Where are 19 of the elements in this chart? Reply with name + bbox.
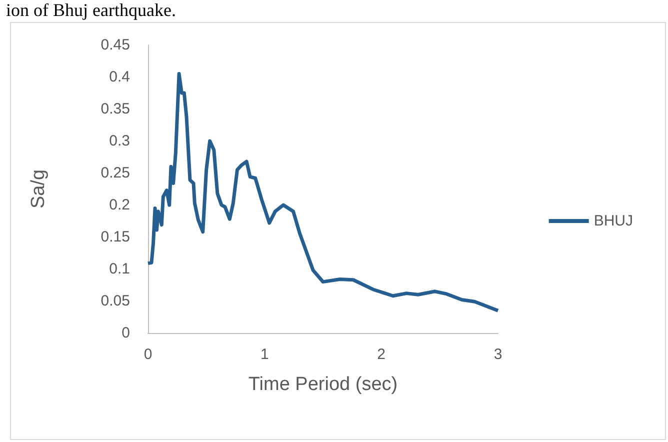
y-tick-label: 0.25	[100, 164, 130, 182]
y-tick-label: 0.35	[100, 100, 130, 118]
y-tick-label: 0.45	[100, 36, 130, 54]
x-tick-label: 2	[377, 346, 386, 363]
text: ion of Bhuj earthquake.	[6, 0, 176, 21]
line-series	[146, 72, 500, 312]
x-tick-label: 1	[260, 346, 269, 363]
y-axis-title: Sa/g	[28, 169, 49, 209]
y-tick-label: 0.4	[109, 68, 130, 86]
x-tick-label: 3	[494, 346, 502, 363]
x-axis-title: Time Period (sec)	[248, 374, 398, 395]
y-tick-label: 0.2	[109, 196, 130, 214]
y-tick-label: 0.1	[109, 260, 130, 278]
x-tick-label: 0	[144, 346, 152, 363]
y-tick-label: 0.15	[100, 228, 130, 246]
legend-label: BHUJ	[594, 212, 633, 230]
y-tick-label: 0.05	[100, 292, 130, 310]
y-tick-label: 0.3	[109, 132, 130, 150]
y-tick-label: 0	[122, 324, 130, 342]
